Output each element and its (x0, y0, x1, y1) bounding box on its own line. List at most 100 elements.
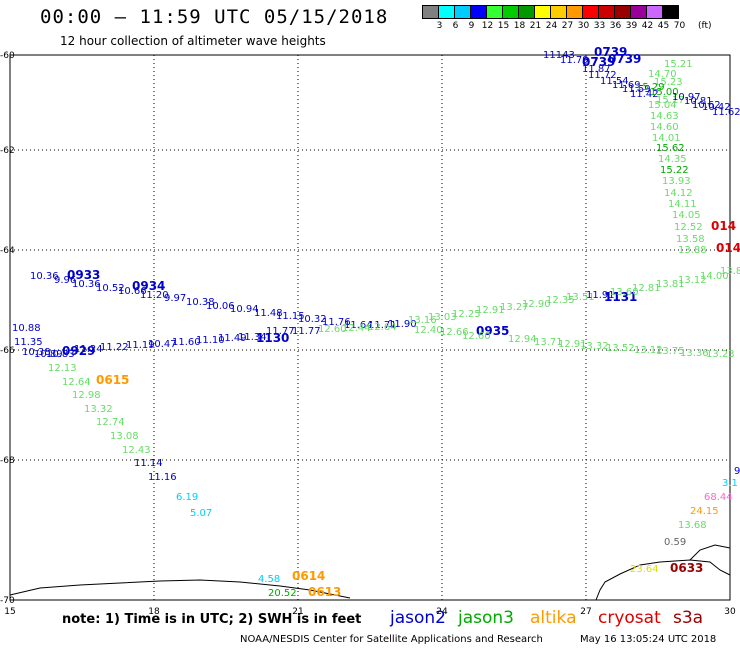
wave-height-label: 13.03 (428, 312, 457, 323)
wave-height-label: 4.58 (258, 574, 280, 585)
page-title: 00:00 – 11:59 UTC 05/15/2018 (40, 6, 389, 28)
wave-height-label: 12.90 (522, 299, 551, 310)
scale-label: 33 (593, 21, 606, 31)
wave-height-label: 12.66 (440, 327, 469, 338)
scale-label: 70 (673, 21, 686, 31)
wave-height-label: 10.94 (230, 304, 259, 315)
scale-unit: (ft) (698, 21, 712, 31)
wave-height-label: 14.01 (652, 133, 681, 144)
wave-height-label: 12.91 (558, 339, 587, 350)
wave-height-label: 12.60 (462, 331, 491, 342)
wave-height-label: 13.23 (706, 349, 735, 360)
scale-label: 6 (452, 21, 459, 31)
wave-height-label: 11.91 (586, 290, 615, 301)
wave-height-label: 11.69 (612, 80, 641, 91)
wave-height-label: 15.21 (664, 59, 693, 70)
wave-height-label: 13.58 (676, 234, 705, 245)
wave-height-label: 11.77 (292, 326, 321, 337)
wave-height-label: 12.98 (72, 390, 101, 401)
wave-height-label: 10.06 (206, 301, 235, 312)
wave-height-label: 1130 (256, 331, 289, 345)
wave-height-label: 11.20 (140, 290, 169, 301)
scale-label: 18 (513, 21, 526, 31)
wave-height-label: 10.38 (22, 347, 51, 358)
wave-height-label: 68.44 (704, 492, 733, 503)
wave-height-label: 12.91 (476, 305, 505, 316)
wave-height-label: 13.75 (656, 346, 685, 357)
wave-height-label: 14.00 (700, 271, 729, 282)
wave-height-label: 13.68 (678, 520, 707, 531)
wave-height-label: 11.19 (126, 340, 155, 351)
wave-height-label: 0614 (292, 569, 325, 583)
x-tick-label: 21 (292, 607, 303, 617)
timestamp: May 16 13:05:24 UTC 2018 (580, 634, 717, 645)
wave-height-label: 11.49 (218, 333, 247, 344)
wave-height-label: 9.97 (164, 293, 186, 304)
wave-height-label: 0929 (62, 344, 95, 358)
page-subtitle: 12 hour collection of altimeter wave hei… (60, 34, 326, 48)
wave-height-label: 10.62 (692, 100, 721, 111)
scale-label: 45 (657, 21, 670, 31)
wave-height-label: 11.64 (344, 320, 373, 331)
wave-height-label: 10.36 (30, 271, 59, 282)
wave-height-label: 9 (734, 466, 740, 477)
wave-height-label: 15.23 (654, 77, 683, 88)
wave-height-label: 15.29 (636, 82, 665, 93)
legend-cryosat: cryosat (598, 608, 661, 628)
wave-height-label: 10.88 (12, 323, 41, 334)
y-tick-label: -68 (0, 456, 15, 466)
wave-height-label: 10.81 (684, 96, 713, 107)
wave-height-label: 11.22 (100, 342, 129, 353)
wave-height-label: 12.64 (368, 322, 397, 333)
wave-height-label: 15.22 (660, 165, 689, 176)
wave-height-label: 15.17 (656, 95, 685, 106)
scale-label: 42 (641, 21, 654, 31)
wave-height-label: 13.12 (634, 345, 663, 356)
scale-label: 30 (577, 21, 590, 31)
scale-label: 3 (436, 21, 443, 31)
wave-height-label: 10.32 (298, 314, 327, 325)
wave-height-label: 014 (716, 241, 740, 255)
wave-height-label: 14.70 (648, 69, 677, 80)
legend-jason3: jason3 (458, 608, 514, 628)
coastline (9, 579, 351, 599)
x-tick-label: 27 (580, 607, 591, 617)
wave-height-label: 12.43 (122, 445, 151, 456)
wave-height-label: 11.79 (560, 55, 589, 66)
wave-height-label: 13.93 (662, 176, 691, 187)
wave-height-label: 24.15 (690, 506, 719, 517)
scale-swatch (662, 5, 679, 19)
wave-height-label: 13.60 (610, 287, 639, 298)
credit-text: NOAA/NESDIS Center for Satellite Applica… (240, 634, 543, 645)
wave-height-label: 11.10 (196, 335, 225, 346)
wave-height-label: 11.48 (254, 308, 283, 319)
wave-height-label: 12.94 (508, 334, 537, 345)
wave-height-label: 0935 (476, 324, 509, 338)
wave-height-label: 11.24 (74, 344, 103, 355)
wave-height-label: 12.35 (546, 295, 575, 306)
wave-height-label: 11143 (543, 50, 575, 61)
wave-height-label: 0934 (132, 279, 165, 293)
wave-height-label: 13.12 (678, 275, 707, 286)
wave-height-label: 14.05 (672, 210, 701, 221)
wave-height-label: 11.76 (322, 317, 351, 328)
wave-height-label: 9.96 (54, 275, 76, 286)
scale-label: 9 (468, 21, 475, 31)
wave-height-label: 11.14 (134, 458, 163, 469)
wave-height-label: 13.32 (580, 341, 609, 352)
wave-height-label: 0739 (594, 45, 627, 59)
wave-height-label: 15.04 (648, 100, 677, 111)
wave-height-label: 10.52 (96, 283, 125, 294)
y-tick-label: -62 (0, 146, 15, 156)
color-scale-legend (422, 5, 679, 19)
wave-height-label: 10.42 (702, 102, 731, 113)
wave-height-label: 10.89 (34, 349, 63, 360)
wave-height-label: 15.62 (656, 143, 685, 154)
wave-height-label: 11.42 (630, 89, 659, 100)
wave-height-label: 14.63 (650, 111, 679, 122)
wave-height-label: 5.07 (190, 508, 212, 519)
wave-height-label: 10.66 (118, 286, 147, 297)
wave-height-label: 11.87 (582, 64, 611, 75)
